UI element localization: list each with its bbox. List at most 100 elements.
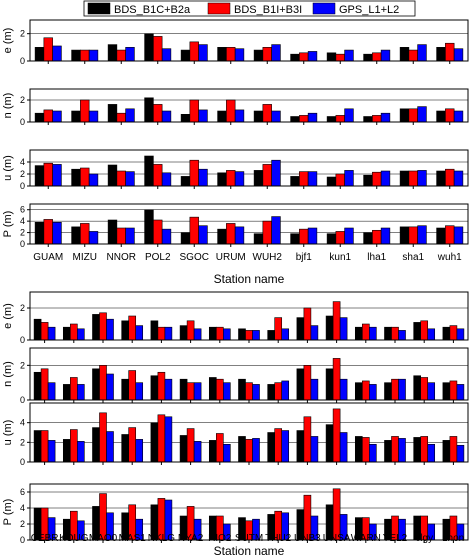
bar-THU2-2 <box>274 317 283 341</box>
bar-sha1-2 <box>408 226 418 245</box>
x-tick-label-sha1: sha1 <box>402 252 424 263</box>
y-tick-label: 2 <box>20 437 25 447</box>
bar-wuh1-2 <box>445 42 455 62</box>
legend-label-1: BDS_B1C+B2a <box>114 4 191 16</box>
bar-UNSA-3 <box>339 378 348 401</box>
bar-NNOR-1 <box>107 219 118 245</box>
bar-MAO0-2 <box>99 365 107 401</box>
bar-UNB3-1 <box>296 368 305 401</box>
y-tick-label: 0 <box>20 457 25 467</box>
bar-SGOC-1 <box>180 176 191 187</box>
bar-lha1-2 <box>372 171 382 187</box>
panel-u: 0 2 4 u (m) <box>2 149 469 191</box>
bar-wuh1-2 <box>445 225 455 245</box>
bar-kun1-3 <box>344 227 354 245</box>
bar-bjf1-3 <box>307 227 318 245</box>
bar-MAO0-2 <box>99 412 107 463</box>
x-tick-label-WUH2: WUH2 <box>253 252 283 263</box>
bar-lha1-3 <box>380 227 391 245</box>
bar-wuh1-3 <box>453 48 464 62</box>
bar-kun1-1 <box>326 233 337 245</box>
bar-sha1-1 <box>399 226 410 245</box>
bar-zhon-2 <box>449 325 458 341</box>
bar-lha1-1 <box>363 53 373 62</box>
x-tick-label-MIZU: MIZU <box>73 252 97 263</box>
bar-kun1-2 <box>335 231 345 245</box>
bar-UNB3-1 <box>296 317 305 341</box>
bar-lha1-1 <box>363 232 373 245</box>
bar-MAS1-3 <box>135 439 144 463</box>
bar-lha1-3 <box>380 112 391 123</box>
bar-THU2-3 <box>281 430 290 463</box>
bar-POL2-1 <box>144 209 154 245</box>
y-axis-label: P (m) <box>2 211 14 238</box>
bar-POL2-3 <box>161 48 172 62</box>
panel-P: 02 46 P (m) <box>2 203 469 249</box>
bar-POL2-2 <box>153 219 163 245</box>
bar-POL2-3 <box>161 228 172 245</box>
bar-YEL2-1 <box>384 440 392 463</box>
y-axis-label: P (m) <box>2 499 14 526</box>
y-tick-label: 2 <box>20 29 25 39</box>
bar-MAO0-2 <box>99 312 107 341</box>
bar-RIO2-2 <box>216 433 224 463</box>
y-tick-label: 2 <box>20 303 25 313</box>
bar-UNB3-3 <box>310 378 319 401</box>
bar-UNSA-2 <box>332 358 341 401</box>
bar-kun1-3 <box>344 49 354 62</box>
bar-NKLG-1 <box>150 422 159 463</box>
bar-NYA2-3 <box>193 382 202 401</box>
bar-kun1-2 <box>335 173 345 187</box>
bar-POL2-1 <box>144 155 154 187</box>
y-tick-label: 2 <box>20 169 25 179</box>
bar-WARN-2 <box>361 323 370 341</box>
bar-KOUG-2 <box>70 377 78 401</box>
bar-zhon-2 <box>449 380 458 401</box>
bar-SUTM-1 <box>238 328 246 341</box>
bar-GUAM-3 <box>52 45 62 62</box>
bar-RIO2-2 <box>216 378 224 401</box>
bar-URUM-1 <box>217 110 227 123</box>
bar-GUAM-1 <box>34 47 45 62</box>
bar-URUM-3 <box>234 48 245 62</box>
bar-kun1-2 <box>335 53 345 62</box>
bar-clgy-3 <box>427 443 436 463</box>
bar-YEL2-3 <box>398 330 406 341</box>
panel-n: 0 2 n (m) <box>2 347 469 405</box>
y-tick-label: 6 <box>20 205 25 215</box>
bar-WUH2-1 <box>253 170 264 187</box>
bar-wuh1-3 <box>453 170 464 187</box>
y-axis-label: u (m) <box>2 155 14 181</box>
bar-SGOC-2 <box>189 99 199 123</box>
bar-MAO0-1 <box>92 427 100 463</box>
bar-WARN-1 <box>354 382 363 401</box>
bar-WUH2-3 <box>271 110 281 123</box>
bar-YEL2-3 <box>398 438 406 463</box>
x-tick-label-POL2: POL2 <box>145 252 171 263</box>
bar-WUH2-2 <box>262 104 272 123</box>
bar-NYA2-3 <box>193 328 202 341</box>
y-axis-label: n (m) <box>2 93 14 119</box>
bar-MAO0-1 <box>92 368 100 401</box>
bar-bjf1-2 <box>299 171 309 187</box>
bar-sha1-2 <box>408 108 418 123</box>
bar-zhon-1 <box>442 326 451 341</box>
y-tick-label: 0 <box>20 181 25 191</box>
bar-POL2-3 <box>161 110 172 123</box>
bar-CEBR-1 <box>33 318 42 341</box>
legend-swatch-3 <box>312 2 336 15</box>
bar-sha1-3 <box>417 225 427 245</box>
bar-CEBR-2 <box>40 430 49 463</box>
bar-wuh1-1 <box>436 110 446 123</box>
bar-YEL2-2 <box>391 436 399 463</box>
bar-UNSA-2 <box>332 301 341 341</box>
x-tick-label-WARN: WARN <box>351 533 381 544</box>
bar-UNSA-1 <box>325 368 334 401</box>
bar-WARN-1 <box>354 326 363 341</box>
bar-GUAM-2 <box>43 162 53 187</box>
bar-NNOR-3 <box>125 227 135 245</box>
bar-NNOR-3 <box>125 171 135 187</box>
bar-URUM-1 <box>217 47 227 62</box>
y-tick-label: 0 <box>20 535 25 545</box>
panel-n: 0 2 n (m) <box>2 88 469 127</box>
